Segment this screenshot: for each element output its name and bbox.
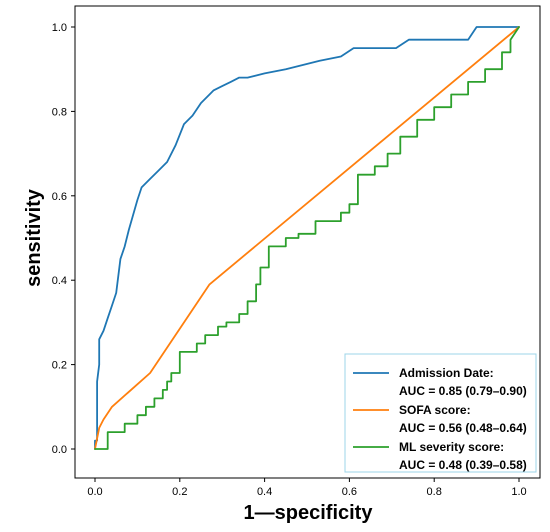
plot-area [94, 26, 520, 450]
x-tick-label: 0.4 [257, 486, 272, 498]
x-tick-label: 1.0 [511, 486, 526, 498]
series-line-2 [94, 26, 520, 450]
legend-auc-0: AUC = 0.85 (0.79–0.90) [399, 384, 527, 398]
x-axis-title: 1—specificity [244, 502, 374, 524]
x-tick-label: 0.8 [427, 486, 442, 498]
legend-label-2: ML severity score: [399, 440, 504, 454]
series-line-0 [94, 26, 520, 450]
legend-label-1: SOFA score: [399, 403, 471, 417]
x-tick-label: 0.2 [172, 486, 187, 498]
legend: Admission Date: AUC = 0.85 (0.79–0.90) SOF… [344, 353, 537, 473]
y-tick-label: 0.6 [52, 191, 67, 203]
legend-label-0: Admission Date: [399, 366, 494, 380]
x-tick-label: 0.6 [342, 486, 357, 498]
y-tick-label: 0.4 [52, 275, 67, 287]
x-tick-label: 0.0 [87, 486, 102, 498]
axes-frame [74, 5, 541, 479]
y-tick-label: 0.2 [52, 360, 67, 372]
legend-auc-1: AUC = 0.56 (0.48–0.64) [399, 421, 527, 435]
series-line-1 [94, 26, 520, 450]
y-axis-title: sensitivity [23, 188, 45, 287]
y-tick-label: 0.8 [52, 106, 67, 118]
axes-layer: 0.0 0.2 0.4 0.6 0.8 1.0 0.0 0.2 0.4 0.6 0.8 1.0 [52, 5, 541, 498]
y-tick-label: 1.0 [52, 22, 67, 34]
y-tick-label: 0.0 [52, 444, 67, 456]
legend-auc-2: AUC = 0.48 (0.39–0.58) [399, 458, 527, 472]
